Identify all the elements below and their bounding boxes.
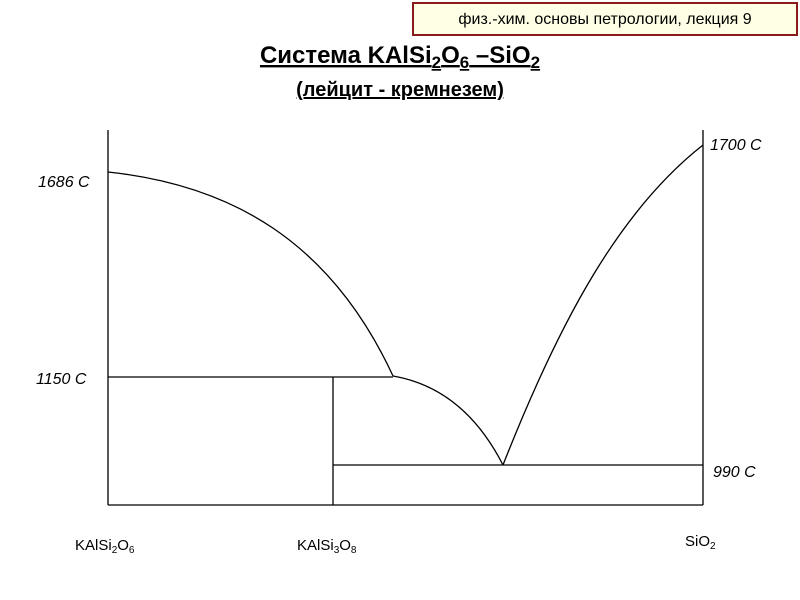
component-label: KAlSi3O8	[297, 537, 357, 556]
component-part: KAlSi	[297, 537, 334, 554]
component-part: O	[117, 537, 129, 554]
title-part: –SiO	[469, 42, 530, 69]
temp-label: 1686 C	[38, 174, 90, 191]
temp-label: 1150 C	[36, 371, 87, 388]
temp-label: 990 C	[713, 464, 756, 481]
component-label: SiO2	[685, 533, 716, 552]
component-part: KAlSi	[75, 537, 112, 554]
component-part: SiO	[685, 533, 710, 550]
component-sub: 2	[112, 545, 118, 556]
title-sub: 6	[460, 53, 469, 72]
component-sub: 3	[334, 545, 340, 556]
component-part: O	[339, 537, 351, 554]
title-part: Система KAlSi	[260, 42, 432, 69]
component-sub: 2	[710, 541, 716, 552]
temp-label: 1700 C	[710, 137, 762, 154]
title-part: O	[441, 42, 460, 69]
header-label: физ.-хим. основы петрологии, лекция 9	[458, 11, 751, 28]
title-sub: 2	[531, 53, 540, 72]
silica-liquidus	[502, 144, 704, 466]
title: Система KAlSi2O6 –SiO2	[260, 42, 540, 72]
phase-diagram	[107, 130, 704, 506]
title-sub: 2	[432, 53, 441, 72]
header-box	[412, 2, 798, 36]
component-label: KAlSi2O6	[75, 537, 135, 556]
leucite-liquidus	[107, 171, 394, 377]
component-sub: 8	[351, 545, 357, 556]
component-sub: 6	[129, 545, 135, 556]
orthoclase-liquidus	[392, 375, 504, 466]
subtitle: (лейцит - кремнезем)	[296, 79, 504, 101]
